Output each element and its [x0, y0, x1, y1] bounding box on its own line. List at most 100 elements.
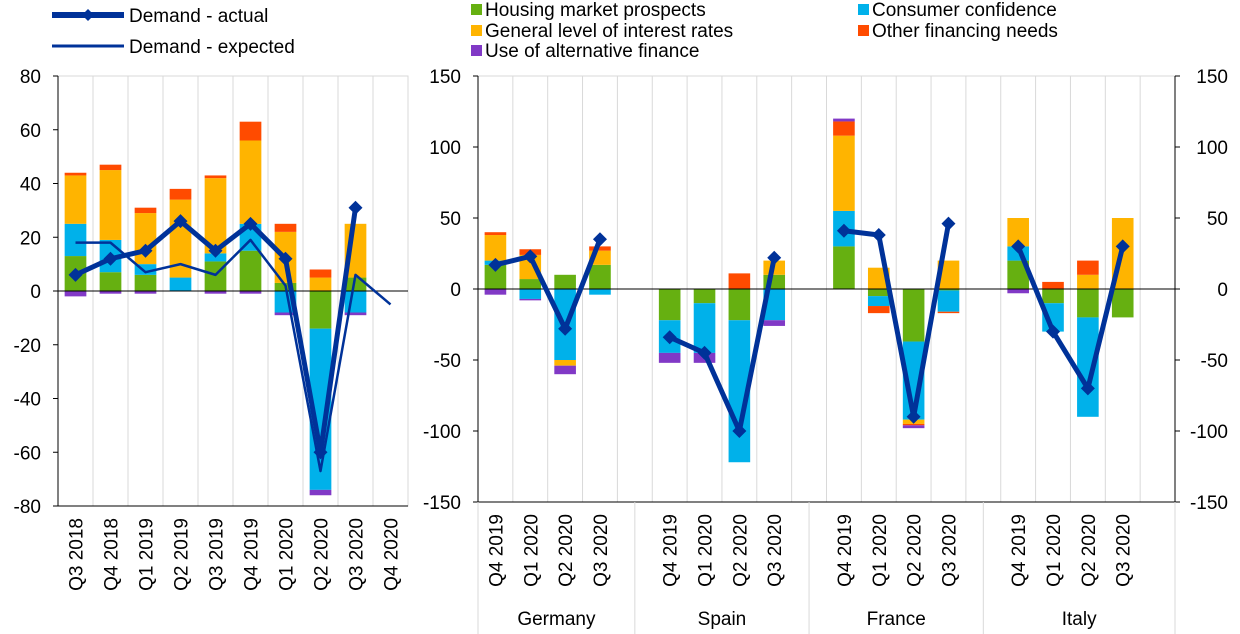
right-ytick-label-right: 50 [1207, 209, 1228, 230]
bar-other-8 [833, 121, 855, 136]
left-ytick-label: -60 [14, 443, 41, 464]
bar-rates-8 [833, 135, 855, 211]
bar-rates-4 [204, 178, 227, 254]
bar-altfin-4 [204, 291, 227, 294]
legend-actual-label: Demand - actual [129, 6, 268, 27]
left-xtick-label: Q4 2020 [382, 518, 403, 591]
right-ytick-label-right: -50 [1201, 351, 1228, 372]
bar-housing-15 [1111, 289, 1134, 318]
left-ytick-label: 80 [20, 67, 41, 88]
right-xtick-label: Q4 2019 [1009, 514, 1030, 587]
right-xtick-label: Q2 2020 [730, 514, 751, 587]
bar-confidence-14 [1077, 317, 1099, 417]
bar-rates-5 [239, 140, 262, 224]
legend: Demand - actual Demand - expected Housing … [52, 0, 1058, 62]
right-xtick-label: Q3 2020 [939, 514, 960, 587]
left-xtick-label: Q4 2019 [242, 518, 263, 591]
bar-housing-1 [99, 272, 122, 291]
bar-other-11 [937, 311, 960, 314]
right-actual-marker [767, 250, 782, 265]
left-actual-marker [348, 200, 363, 215]
bar-altfin-1 [519, 298, 542, 301]
bar-housing-10 [902, 289, 925, 342]
right-actual-marker [836, 223, 851, 238]
right-xtick-label: Q3 2020 [591, 514, 612, 587]
bar-housing-4 [658, 289, 681, 321]
right-actual-marker [697, 345, 712, 360]
bar-housing-11 [937, 289, 960, 291]
right-ytick-label-right: 100 [1196, 138, 1228, 159]
bar-housing-5 [239, 250, 262, 291]
left-ytick-label: -20 [14, 336, 41, 357]
right-ytick-label-left: 0 [450, 280, 461, 301]
right-xtick-label: Q4 2019 [661, 514, 682, 587]
bar-altfin-2 [554, 365, 576, 375]
left-xtick-label: Q3 2020 [347, 518, 368, 591]
left-xtick-label: Q2 2020 [312, 518, 333, 591]
right-xtick-label: Q4 2019 [486, 514, 507, 587]
right-xtick-label: Q4 2019 [835, 514, 856, 587]
bar-altfin-2 [134, 291, 157, 294]
left-ytick-label: 20 [20, 228, 41, 249]
group-label-spain: Spain [698, 609, 747, 630]
bar-housing-8 [833, 246, 855, 289]
legend-actual-marker [82, 9, 94, 21]
right-ytick-label-left: -150 [423, 493, 461, 514]
bar-other-9 [867, 306, 890, 314]
bar-confidence-8 [344, 291, 367, 313]
right-actual-marker [523, 249, 538, 264]
bar-other-3 [169, 188, 192, 200]
legend-other-label: Other financing needs [872, 21, 1058, 42]
bar-rates-0 [64, 175, 87, 224]
bar-housing-7 [309, 291, 332, 329]
bar-housing-3 [589, 264, 611, 289]
bar-other-0 [64, 172, 87, 176]
right-actual-marker [1046, 324, 1061, 339]
legend-housing-swatch [471, 4, 482, 15]
right-actual-marker [941, 216, 956, 231]
right-xtick-label: Q1 2020 [870, 514, 891, 587]
right-ytick-label-left: -100 [423, 422, 461, 443]
legend-altfin-swatch [471, 45, 482, 56]
right-xtick-label: Q2 2020 [905, 514, 926, 587]
left-xtick-label: Q3 2018 [67, 518, 88, 591]
left-actual-marker [103, 251, 118, 266]
bar-confidence-3 [589, 289, 611, 295]
left-xtick-label: Q1 2020 [277, 518, 298, 591]
right-actual-marker [662, 330, 677, 345]
right-xtick-label: Q3 2020 [1114, 514, 1135, 587]
legend-expected-label: Demand - expected [129, 37, 295, 58]
bar-altfin-1 [99, 291, 122, 294]
right-ytick-label-right: -100 [1190, 422, 1228, 443]
bar-other-3 [589, 246, 611, 251]
bar-housing-12 [1007, 260, 1029, 289]
left-actual-marker [138, 243, 153, 258]
bar-other-5 [239, 121, 262, 141]
right-actual-marker [558, 321, 573, 336]
bar-other-10 [902, 423, 925, 426]
legend-rates-swatch [471, 25, 482, 36]
bar-housing-9 [867, 289, 890, 297]
right-actual-marker [592, 232, 607, 247]
legend-altfin-label: Use of alternative finance [485, 41, 699, 62]
bar-other-0 [484, 232, 507, 236]
right-ytick-label-left: -50 [434, 351, 461, 372]
left-xtick-label: Q4 2018 [102, 518, 123, 591]
bar-housing-1 [519, 279, 542, 289]
bar-other-14 [1077, 260, 1099, 275]
bar-other-1 [99, 164, 122, 171]
left-chart-euro-area: 80 60 40 20 0 -20 -40 -60 -80 Q3 2018 Q4 2018 Q1 20… [14, 67, 409, 591]
bar-rates-2 [554, 360, 576, 366]
bar-altfin-5 [239, 291, 262, 294]
right-ytick-label-left: 50 [440, 209, 461, 230]
right-xtick-label: Q1 2020 [696, 514, 717, 587]
bar-altfin-0 [64, 291, 87, 297]
left-ytick-label: -80 [14, 497, 41, 518]
right-line-actual-germany [494, 238, 603, 332]
left-labels: 80 60 40 20 0 -20 -40 -60 -80 Q3 2018 Q4 2018 Q1 20… [14, 67, 403, 591]
bar-altfin-8 [344, 312, 367, 316]
bar-altfin-4 [658, 352, 681, 363]
right-actual-marker [488, 257, 503, 272]
right-actual-marker [871, 228, 886, 243]
left-actual-marker [208, 243, 223, 258]
